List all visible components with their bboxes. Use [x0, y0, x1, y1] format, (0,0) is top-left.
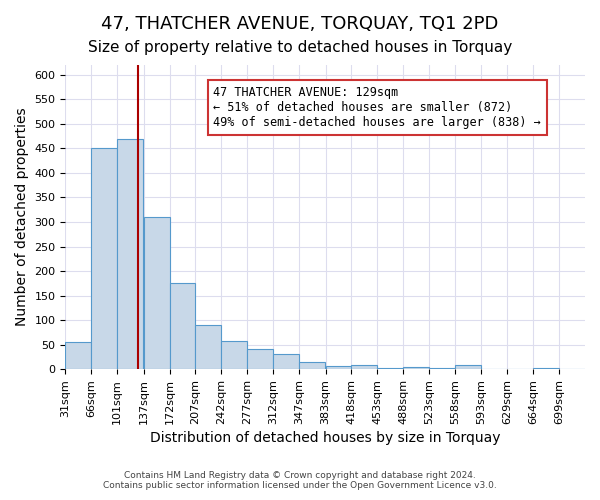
Bar [196, 325, 221, 369]
Bar [273, 354, 299, 369]
Bar [352, 366, 377, 369]
Bar [65, 342, 91, 369]
Bar [533, 368, 559, 369]
Bar [91, 148, 117, 369]
Bar [144, 217, 170, 369]
Text: 47, THATCHER AVENUE, TORQUAY, TQ1 2PD: 47, THATCHER AVENUE, TORQUAY, TQ1 2PD [101, 15, 499, 33]
Text: 47 THATCHER AVENUE: 129sqm
← 51% of detached houses are smaller (872)
49% of sem: 47 THATCHER AVENUE: 129sqm ← 51% of deta… [214, 86, 541, 130]
X-axis label: Distribution of detached houses by size in Torquay: Distribution of detached houses by size … [150, 431, 500, 445]
Bar [117, 138, 143, 369]
Text: Size of property relative to detached houses in Torquay: Size of property relative to detached ho… [88, 40, 512, 55]
Bar [221, 341, 247, 369]
Bar [247, 348, 273, 369]
Bar [377, 368, 403, 369]
Y-axis label: Number of detached properties: Number of detached properties [15, 108, 29, 326]
Bar [170, 284, 196, 369]
Bar [403, 367, 429, 369]
Bar [299, 362, 325, 369]
Bar [429, 368, 455, 369]
Bar [455, 366, 481, 369]
Text: Contains HM Land Registry data © Crown copyright and database right 2024.
Contai: Contains HM Land Registry data © Crown c… [103, 470, 497, 490]
Bar [326, 366, 352, 369]
